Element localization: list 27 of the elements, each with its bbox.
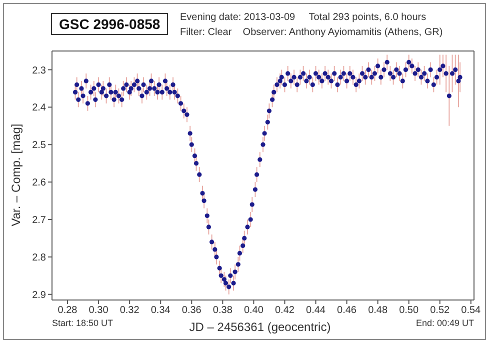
chart-subtitle: Evening date: 2013-03-09 Total 293 points, 6.0 hours Filter: Clear Observer: Anthony Ayiomamitis (Athens, GR) (180, 11, 443, 40)
x-tick-label: 0.40 (244, 305, 264, 316)
x-tick-label: 0.30 (88, 305, 109, 316)
x-tick-label: 0.44 (306, 305, 326, 316)
x-tick-label: 0.46 (337, 305, 357, 316)
x-tick-label: 0.48 (368, 305, 388, 316)
y-axis-title: Var. – Comp. [mag] (9, 124, 23, 226)
x-tick-label: 0.38 (212, 305, 233, 316)
y-tick-label: 2.8 (32, 252, 46, 264)
x-tick-label: 0.28 (58, 305, 78, 316)
x-tick-label: 0.54 (461, 305, 482, 316)
y-tick-label: 2.4 (32, 102, 46, 114)
x-tick-label: 0.50 (399, 305, 420, 316)
x-tick-label: 0.32 (120, 305, 140, 316)
text: Start: 18:50 UT (52, 318, 114, 328)
x-tick-label: 0.42 (274, 305, 295, 316)
text: End: 00:49 UT (416, 318, 474, 328)
y-tick-label: 2.9 (32, 290, 46, 301)
x-tick-label: 0.34 (150, 305, 171, 316)
x-tick-label: 0.52 (430, 305, 450, 316)
chart-title: GSC 2996-0858 (51, 13, 168, 35)
y-tick-label: 2.3 (32, 65, 46, 76)
y-tick-label: 2.5 (32, 140, 46, 152)
y-tick-label: 2.7 (32, 215, 46, 226)
x-tick-label: 0.36 (182, 305, 202, 316)
x-axis-title: JD – 2456361 (geocentric) (189, 320, 331, 334)
y-tick-label: 2.6 (32, 178, 46, 189)
